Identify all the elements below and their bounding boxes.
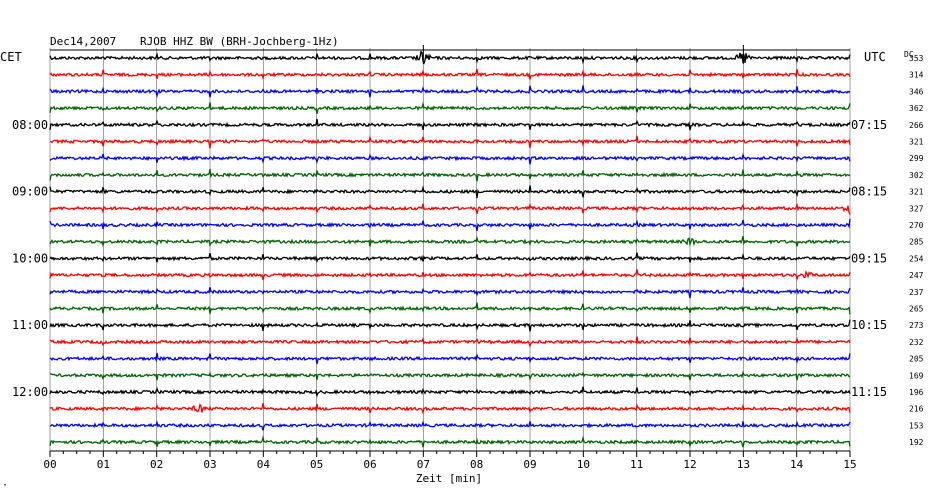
dc-value: 273 (909, 321, 924, 330)
dc-value: 266 (909, 121, 924, 130)
trace-row-5 (49, 134, 851, 149)
trace-row-18 (49, 352, 851, 365)
dc-value: 153 (909, 421, 924, 430)
trace-row-21 (49, 402, 851, 415)
dc-value: 346 (909, 87, 924, 96)
dc-value: 169 (909, 371, 924, 380)
dc-value: 196 (909, 388, 924, 397)
left-hour-label: 12:00 (12, 385, 48, 399)
time-grid (49, 48, 851, 451)
x-tick-label: 00 (43, 458, 56, 471)
dc-value: 216 (909, 405, 924, 414)
x-tick-label: 07 (417, 458, 430, 471)
trace-row-3 (49, 101, 851, 114)
trace-row-20 (49, 386, 851, 398)
trace-row-1 (49, 68, 851, 81)
x-tick-label: 04 (257, 458, 271, 471)
right-hour-label: 11:15 (851, 385, 887, 399)
trace-row-13 (49, 269, 851, 282)
right-hour-label: 10:15 (851, 318, 887, 332)
dc-value: 205 (909, 355, 924, 364)
left-tz-label: CET (0, 50, 22, 64)
dc-value: 232 (909, 338, 924, 347)
trace-row-10 (49, 218, 851, 232)
x-tick-label: 14 (790, 458, 804, 471)
trace-row-7 (49, 168, 851, 182)
dc-value: 353 (909, 54, 924, 63)
trace-row-0 (49, 50, 851, 65)
dc-value: 314 (909, 71, 924, 80)
x-axis-label: Zeit [min] (416, 472, 482, 485)
x-tick-label: 05 (310, 458, 323, 471)
x-tick-label: 03 (203, 458, 216, 471)
x-tick-label: 08 (470, 458, 483, 471)
dc-value: 299 (909, 154, 924, 163)
x-tick-label: 11 (630, 458, 643, 471)
dc-value: 254 (909, 254, 924, 263)
trace-row-17 (49, 336, 851, 348)
dc-value: 192 (909, 438, 924, 447)
dc-value: 321 (909, 188, 924, 197)
trace-row-15 (49, 302, 851, 315)
footer-mark: · (2, 480, 8, 491)
dc-value: 302 (909, 171, 924, 180)
dc-value: 270 (909, 221, 924, 230)
left-hour-label: 10:00 (12, 251, 48, 265)
trace-row-19 (50, 370, 851, 381)
dc-value: 362 (909, 104, 924, 113)
left-hour-labels: 08:00 09:00 10:00 11:00 12:00 (12, 118, 48, 399)
left-hour-label: 09:00 (12, 185, 48, 199)
right-hour-label: 09:15 (851, 251, 887, 265)
trace-row-12 (49, 252, 851, 264)
dc-value: 237 (909, 288, 924, 297)
right-hour-label: 07:15 (851, 118, 887, 132)
time-axis: 00 01 02 03 04 05 06 07 08 09 10 11 12 13 14 15 (43, 450, 857, 471)
trace-row-9 (49, 202, 851, 215)
x-tick-label: 12 (683, 458, 696, 471)
header-date: Dec14,2007 (50, 35, 116, 48)
x-tick-label: 10 (577, 458, 590, 471)
trace-group (49, 45, 851, 449)
trace-row-22 (49, 420, 851, 431)
dc-value: 265 (909, 305, 924, 314)
dc-values: 353 314 346 362 266 321 299 302 321 327 270 285 254 2… (909, 54, 924, 447)
trace-row-16 (49, 319, 851, 332)
trace-row-6 (49, 152, 851, 165)
right-hour-label: 08:15 (851, 185, 887, 199)
x-tick-label: 01 (97, 458, 110, 471)
left-hour-label: 11:00 (12, 318, 48, 332)
x-tick-label: 09 (523, 458, 536, 471)
trace-row-14 (49, 286, 851, 299)
x-tick-label: 13 (737, 458, 750, 471)
left-hour-label: 08:00 (12, 118, 48, 132)
dc-value: 321 (909, 138, 924, 147)
dc-value: 285 (909, 238, 924, 247)
trace-row-8 (49, 185, 851, 198)
right-tz-label: UTC (864, 50, 886, 64)
x-tick-label: 15 (843, 458, 856, 471)
trace-row-4 (49, 118, 851, 131)
header-station: RJOB HHZ BW (BRH-Jochberg-1Hz) (140, 35, 339, 48)
trace-row-11 (49, 235, 851, 248)
dc-label: DC (904, 50, 914, 59)
x-tick-label: 06 (363, 458, 376, 471)
dc-value: 327 (909, 204, 924, 213)
x-tick-label: 02 (150, 458, 163, 471)
trace-row-23 (49, 435, 851, 449)
dc-value: 247 (909, 271, 924, 280)
trace-row-2 (49, 85, 851, 99)
right-hour-labels: 07:15 08:15 09:15 10:15 11:15 (851, 118, 887, 399)
